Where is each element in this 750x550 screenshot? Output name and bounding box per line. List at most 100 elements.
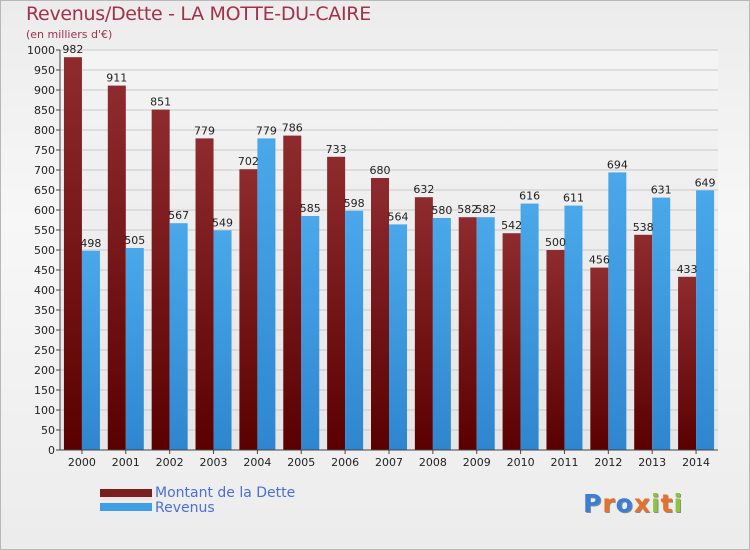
y-tick-label: 850	[34, 104, 55, 117]
bar-dette-2005	[283, 135, 302, 450]
y-tick-label: 200	[34, 364, 55, 377]
x-tick-label: 2012	[594, 456, 622, 469]
y-tick-label: 650	[34, 184, 55, 197]
x-tick-label: 2003	[200, 456, 228, 469]
bar-revenus-2011	[564, 205, 583, 450]
bar-revenus-2000	[81, 250, 100, 450]
bar-revenus-2006	[345, 210, 364, 450]
proxiti-logo: Proxiti	[583, 489, 683, 518]
value-label-dette-2011: 500	[545, 236, 566, 249]
logo-letter-3: x	[633, 489, 651, 518]
x-tick-label: 2011	[550, 456, 578, 469]
bar-dette-2007	[371, 178, 389, 450]
bar-dette-2011	[546, 250, 565, 450]
y-tick-label: 700	[34, 164, 55, 177]
value-label-dette-2014: 433	[677, 263, 698, 276]
legend-label-dette: Montant de la Dette	[155, 485, 296, 501]
value-label-revenus-2006: 598	[344, 197, 365, 210]
value-label-dette-2007: 680	[370, 164, 391, 177]
value-label-revenus-2009: 582	[475, 203, 496, 216]
x-tick-label: 2009	[463, 456, 491, 469]
value-label-revenus-2014: 649	[695, 176, 716, 189]
bar-revenus-2005	[301, 216, 320, 450]
value-label-revenus-2013: 631	[651, 184, 672, 197]
bar-revenus-2010	[520, 203, 539, 450]
bar-dette-2009	[458, 217, 477, 450]
bar-dette-2014	[678, 276, 697, 450]
logo-letter-4: i	[651, 489, 661, 518]
value-label-revenus-2000: 498	[80, 237, 101, 250]
value-label-dette-2001: 911	[106, 72, 127, 85]
bar-dette-2002	[151, 109, 170, 450]
x-tick-label: 2010	[507, 456, 535, 469]
logo-letter-1: r	[602, 489, 616, 518]
value-label-dette-2000: 982	[62, 43, 83, 56]
y-tick-label: 150	[34, 384, 55, 397]
y-tick-label: 550	[34, 224, 55, 237]
bar-dette-2003	[195, 138, 214, 450]
bar-revenus-2003	[213, 230, 232, 450]
x-tick-label: 2013	[638, 456, 666, 469]
y-tick-label: 300	[34, 324, 55, 337]
y-tick-label: 900	[34, 84, 55, 97]
value-label-dette-2004: 702	[238, 155, 259, 168]
bar-revenus-2013	[652, 197, 671, 450]
bar-dette-2008	[414, 197, 433, 450]
value-label-revenus-2003: 549	[212, 216, 233, 229]
value-label-dette-2005: 786	[282, 122, 303, 135]
legend-label-revenus: Revenus	[155, 500, 215, 516]
y-tick-label: 950	[34, 64, 55, 77]
chart-subtitle: (en milliers d'€)	[26, 28, 113, 41]
y-tick-label: 800	[34, 124, 55, 137]
value-label-dette-2012: 456	[589, 254, 610, 267]
bar-revenus-2007	[389, 224, 407, 450]
value-label-dette-2010: 542	[501, 219, 522, 232]
logo-letter-0: P	[583, 489, 603, 518]
value-label-revenus-2001: 505	[124, 234, 145, 247]
y-tick-label: 50	[41, 424, 55, 437]
logo-letter-5: t	[660, 489, 674, 518]
y-tick-label: 250	[34, 344, 55, 357]
bar-revenus-2008	[432, 218, 451, 450]
bar-dette-2001	[107, 85, 126, 450]
bar-revenus-2014	[696, 190, 715, 450]
chart-title: Revenus/Dette - LA MOTTE-DU-CAIRE	[26, 3, 371, 25]
value-label-revenus-2004: 779	[256, 124, 277, 137]
y-tick-label: 500	[34, 244, 55, 257]
logo-letter-2: o	[615, 489, 634, 518]
bar-revenus-2012	[608, 172, 627, 450]
value-label-revenus-2008: 580	[431, 204, 452, 217]
legend-swatches	[100, 489, 152, 511]
bar-dette-2013	[634, 234, 653, 450]
bar-dette-2006	[327, 156, 346, 451]
value-label-revenus-2011: 611	[563, 192, 584, 205]
x-tick-label: 2014	[682, 456, 710, 469]
value-label-revenus-2010: 616	[519, 190, 540, 203]
y-tick-label: 450	[34, 264, 55, 277]
value-label-revenus-2005: 585	[300, 202, 321, 215]
x-tick-label: 2006	[331, 456, 359, 469]
y-tick-label: 100	[34, 404, 55, 417]
y-tick-label: 600	[34, 204, 55, 217]
bar-revenus-2001	[125, 248, 144, 450]
y-tick-label: 750	[34, 144, 55, 157]
bar-dette-2010	[502, 233, 521, 450]
x-tick-label: 2005	[287, 456, 315, 469]
logo-letter-6: i	[673, 489, 684, 518]
x-tick-label: 2004	[243, 456, 271, 469]
value-label-dette-2013: 538	[633, 221, 654, 234]
y-tick-label: 400	[34, 284, 55, 297]
legend-swatch-dette-light	[100, 497, 152, 500]
bar-dette-2004	[239, 169, 258, 450]
value-label-dette-2003: 779	[194, 124, 215, 137]
x-tick-label: 2000	[68, 456, 96, 469]
value-label-revenus-2007: 564	[388, 210, 409, 223]
value-label-dette-2008: 632	[413, 183, 434, 196]
legend-swatch-revenus	[100, 503, 152, 511]
x-tick-label: 2008	[419, 456, 447, 469]
value-label-dette-2006: 733	[326, 143, 347, 156]
bar-dette-2000	[63, 57, 82, 450]
bar-revenus-2009	[476, 217, 495, 450]
value-label-revenus-2002: 567	[168, 209, 189, 222]
